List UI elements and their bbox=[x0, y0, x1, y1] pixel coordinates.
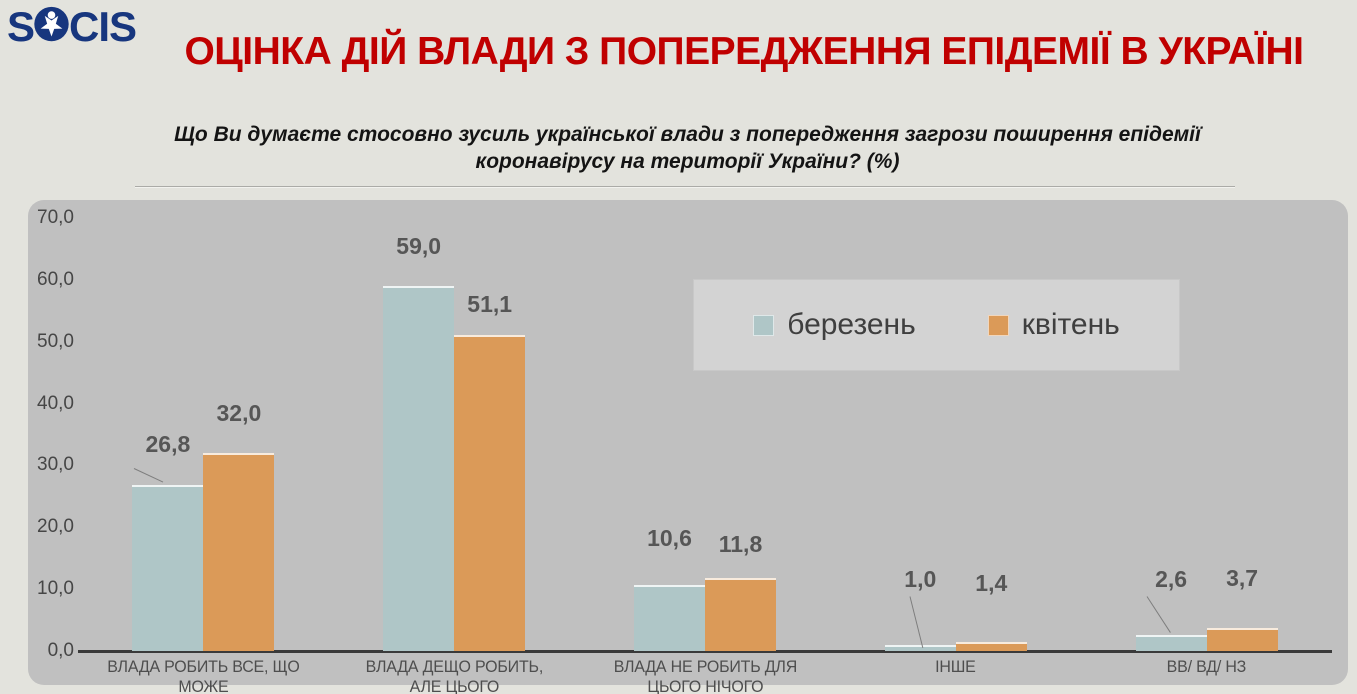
y-axis-tick-label: 30,0 bbox=[37, 454, 74, 476]
category-label: ВЛАДА ДЕЩО РОБИТЬ, АЛЕ ЦЬОГО НЕДОСТАТНЬО bbox=[365, 657, 543, 694]
survey-question: Що Ви думаєте стосовно зусиль українсько… bbox=[135, 121, 1240, 175]
page-title: ОЦІНКА ДІЙ ВЛАДИ З ПОПЕРЕДЖЕННЯ ЕПІДЕМІЇ… bbox=[184, 30, 1304, 73]
value-label-leader-line bbox=[909, 596, 924, 648]
logo-text-prefix: S bbox=[7, 3, 35, 50]
legend-swatch-april bbox=[987, 314, 1009, 336]
y-axis-tick-label: 20,0 bbox=[37, 516, 74, 538]
y-axis-tick-label: 60,0 bbox=[37, 268, 74, 290]
value-label-leader-line bbox=[133, 468, 164, 483]
bar-value-label: 26,8 bbox=[145, 431, 191, 458]
bar-group: 1,0 1,4 ІНШЕ bbox=[830, 200, 1081, 685]
bar-april bbox=[955, 642, 1027, 651]
value-label-leader-line bbox=[1146, 596, 1171, 633]
y-axis-tick-label: 40,0 bbox=[37, 392, 74, 414]
y-axis-tick-label: 0,0 bbox=[47, 640, 74, 661]
bar-value-label: 11,8 bbox=[718, 531, 763, 558]
bar-april bbox=[203, 453, 275, 651]
bar-group: 10,6 11,8 ВЛАДА НЕ РОБИТЬ ДЛЯ ЦЬОГО НІЧОГО bbox=[580, 200, 831, 694]
bar-value-label: 10,6 bbox=[647, 525, 692, 552]
legend-item-march: березень bbox=[753, 308, 916, 342]
bar-value-label: 51,1 bbox=[467, 290, 513, 317]
bar-value-label: 59,0 bbox=[396, 233, 442, 260]
x-axis-line bbox=[78, 649, 1332, 653]
legend-item-april: квітень bbox=[987, 308, 1120, 342]
y-axis-tick-label: 10,0 bbox=[37, 578, 74, 600]
bar-march bbox=[383, 286, 455, 651]
y-axis-tick-label: 70,0 bbox=[37, 207, 74, 228]
bar-april bbox=[454, 334, 526, 651]
plot-area: березень квітень 0,0 10,0 20,0 30,0 40,0 50,0… bbox=[28, 200, 1348, 694]
bar-april bbox=[704, 578, 776, 651]
y-axis-tick-label: 50,0 bbox=[37, 330, 74, 352]
category-label: ВВ/ ВД/ НЗ bbox=[1166, 657, 1247, 676]
legend-swatch-march bbox=[753, 314, 775, 336]
legend-label-march: березень bbox=[787, 308, 916, 341]
star-person-icon bbox=[33, 4, 70, 52]
bar-group: 26,8 32,0 ВЛАДА РОБИТЬ ВСЕ, ЩО МОЖЕ bbox=[78, 200, 329, 694]
bar-march bbox=[633, 585, 705, 651]
logo-text-suffix: CIS bbox=[69, 3, 137, 50]
chart-legend: березень квітень bbox=[693, 279, 1180, 371]
category-label: ІНШЕ bbox=[935, 657, 977, 676]
bar-value-label: 1,4 bbox=[975, 570, 1008, 597]
legend-label-april: квітень bbox=[1021, 308, 1120, 341]
bar-april bbox=[1206, 628, 1278, 651]
bar-group: 2,6 3,7 ВВ/ ВД/ НЗ bbox=[1081, 200, 1332, 685]
bar-value-label: 3,7 bbox=[1226, 565, 1259, 592]
survey-question-line2: коронавірусу на території України? (%) bbox=[475, 150, 900, 173]
category-label: ВЛАДА НЕ РОБИТЬ ДЛЯ ЦЬОГО НІЧОГО bbox=[613, 657, 797, 694]
bar-value-label: 2,6 bbox=[1155, 565, 1188, 592]
bar-march bbox=[1135, 634, 1207, 651]
bar-march bbox=[884, 644, 956, 651]
socis-logo: S CIS bbox=[7, 2, 137, 52]
survey-question-line1: Що Ви думаєте стосовно зусиль українсько… bbox=[174, 123, 1201, 146]
bar-value-label: 1,0 bbox=[904, 565, 937, 592]
category-label: ВЛАДА РОБИТЬ ВСЕ, ЩО МОЖЕ bbox=[107, 657, 300, 694]
divider-line bbox=[135, 186, 1235, 188]
bar-value-label: 32,0 bbox=[216, 400, 262, 427]
bar-group: 59,0 51,1 ВЛАДА ДЕЩО РОБИТЬ, АЛЕ ЦЬОГО НЕД… bbox=[329, 200, 580, 694]
bar-march bbox=[132, 485, 204, 651]
